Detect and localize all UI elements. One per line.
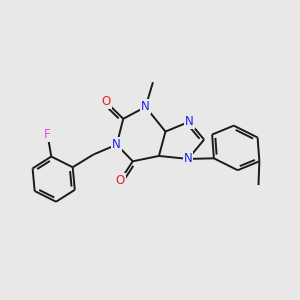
- Text: O: O: [116, 174, 125, 187]
- Text: N: N: [112, 138, 121, 151]
- Text: N: N: [141, 100, 150, 113]
- Text: O: O: [101, 95, 111, 108]
- Text: N: N: [184, 152, 192, 165]
- Text: N: N: [185, 115, 194, 128]
- Text: F: F: [44, 128, 51, 141]
